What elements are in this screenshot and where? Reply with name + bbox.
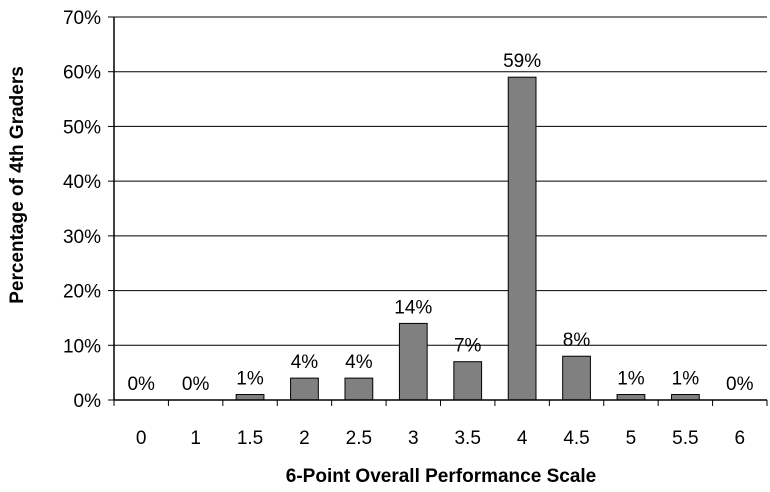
axes [108,16,768,406]
y-tick-label: 0% [74,391,102,412]
y-tick-label: 60% [63,63,101,84]
x-tick-label: 4.5 [563,428,589,449]
bar [507,76,537,401]
data-label: 8% [563,330,591,351]
bar [562,355,591,401]
x-tick-label: 2.5 [346,428,372,449]
data-label: 7% [454,336,482,357]
x-tick-label: 0 [136,428,147,449]
bar [235,394,265,401]
data-label: 4% [345,352,373,373]
data-label: 0% [127,374,155,395]
y-tick-label: 20% [63,282,101,303]
x-tick-label: 2 [299,428,310,449]
y-tick-label: 30% [63,227,101,248]
bar [398,322,428,401]
bar [670,394,700,401]
data-label: 0% [182,374,210,395]
y-axis-title: Percentage of 4th Graders [7,66,28,304]
x-tick-label: 3.5 [454,428,480,449]
data-label: 1% [617,369,645,390]
gridlines [114,16,767,346]
x-tick-label: 6 [735,428,746,449]
data-label: 4% [291,352,319,373]
bar [344,377,374,401]
bars [235,76,700,401]
data-label: 14% [394,297,432,318]
bar [616,394,646,401]
data-label: 1% [672,369,700,390]
y-tick-label: 40% [63,172,101,193]
x-tick-labels: 0 1 1.5 2 2.5 3 3.5 4 4.5 5 5.5 6 [136,428,745,449]
y-tick-labels: 0% 10% 20% 30% 40% 50% 60% 70% [63,8,101,412]
data-labels: 0% 0% 1% 4% 4% 14% 7% 59% 8% 1% 1% 0% [127,51,753,395]
y-tick-label: 50% [63,117,101,138]
y-tick-label: 70% [63,8,101,29]
data-label: 0% [726,374,754,395]
data-label: 59% [503,51,541,72]
x-axis-title: 6-Point Overall Performance Scale [286,466,596,487]
x-tick-label: 5 [626,428,637,449]
x-tick-label: 3 [408,428,419,449]
data-label: 1% [236,369,264,390]
bar [453,361,483,401]
bar [290,377,319,401]
x-tick-label: 4 [517,428,528,449]
x-tick-label: 5.5 [672,428,698,449]
x-tick-label: 1.5 [237,428,263,449]
y-tick-label: 10% [63,336,101,357]
x-tick-label: 1 [190,428,201,449]
